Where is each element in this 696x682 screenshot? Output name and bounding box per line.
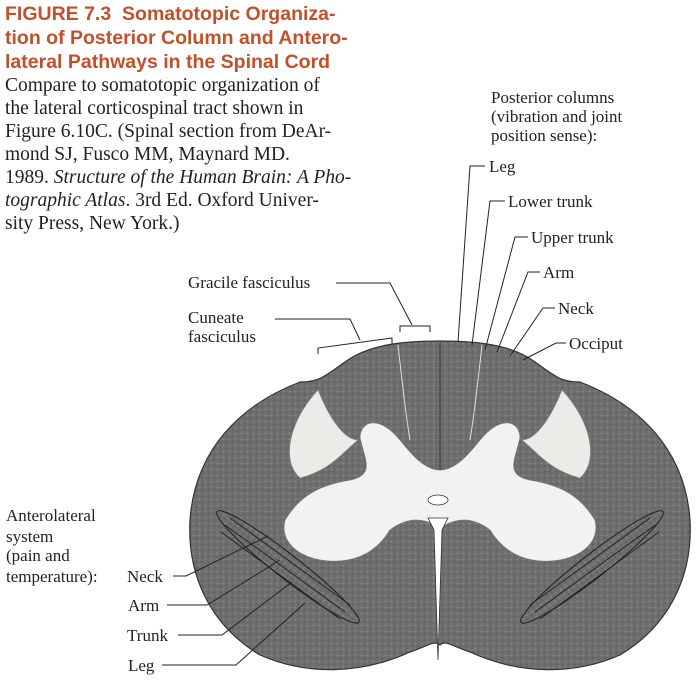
posterior-columns-subtitle-2: position sense): xyxy=(491,126,598,145)
leader-leg xyxy=(457,165,485,343)
caption-line-4: mond SJ, Fusco MM, Maynard MD. xyxy=(5,144,290,165)
leader-gracile xyxy=(336,282,413,326)
posterior-label-neck: Neck xyxy=(558,299,594,318)
central-canal xyxy=(427,494,449,506)
caption-line-5b: Structure of the Human Brain: A Pho- xyxy=(53,167,352,188)
cuneate-label-2: fasciculus xyxy=(188,327,256,346)
anterolateral-leaders xyxy=(162,535,306,666)
anterolateral-title-2: system xyxy=(6,527,54,546)
gracile-cuneate-boundary-right xyxy=(469,344,483,441)
gray-matter-lateral-right xyxy=(521,389,591,479)
caption-line-1: Compare to somatotopic organization of xyxy=(5,75,320,96)
caption-line-6b: . 3rd Ed. Oxford Univer- xyxy=(125,190,319,211)
leader-al-leg xyxy=(162,602,306,666)
bracket-gracile xyxy=(399,325,431,332)
posterior-columns-subtitle-1: (vibration and joint xyxy=(491,107,623,126)
gracile-fasciculus-label: Gracile fasciculus xyxy=(188,273,311,292)
anterolateral-system-right xyxy=(520,510,664,624)
leader-lower-trunk xyxy=(471,200,505,346)
cuneate-label-1: Cuneate xyxy=(188,308,244,327)
posterior-columns-title: Posterior columns xyxy=(491,88,615,107)
leader-cuneate xyxy=(275,318,361,341)
figure-title-line-1: Somatotopic Organiza- xyxy=(122,3,336,25)
figure-caption: FIGURE 7.3 Somatotopic Organiza- tion of… xyxy=(5,2,377,235)
leader-al-trunk xyxy=(178,581,293,636)
anterolateral-title-1: Anterolateral xyxy=(6,506,96,525)
fasciculus-brackets xyxy=(275,282,431,354)
anterolateral-label-arm: Arm xyxy=(128,596,160,615)
caption-line-2: the lateral corticospinal tract shown in xyxy=(5,98,304,119)
leader-al-arm xyxy=(167,559,281,606)
gracile-cuneate-boundary-left xyxy=(397,344,411,441)
gray-matter-lateral-left xyxy=(289,389,359,479)
bracket-cuneate xyxy=(317,337,393,354)
posterior-leaders xyxy=(457,165,566,361)
leader-arm xyxy=(496,271,540,353)
caption-line-7: sity Press, New York.) xyxy=(5,213,180,234)
anterolateral-title-4: temperature): xyxy=(6,567,98,586)
leader-al-neck xyxy=(173,535,269,577)
figure-number: FIGURE 7.3 xyxy=(5,3,112,25)
posterior-label-occiput: Occiput xyxy=(569,334,623,353)
posterior-label-lower-trunk: Lower trunk xyxy=(508,192,593,211)
leader-upper-trunk xyxy=(484,236,528,351)
posterior-label-leg: Leg xyxy=(489,157,516,176)
caption-line-6a: tographic Atlas xyxy=(5,190,126,211)
anterolateral-label-trunk: Trunk xyxy=(127,626,168,645)
anterior-median-fissure xyxy=(427,517,449,661)
anterolateral-title-3: (pain and xyxy=(6,546,70,565)
caption-line-3: Figure 6.10C. (Spinal section from DeAr- xyxy=(5,121,332,142)
leader-neck xyxy=(509,307,555,357)
anterolateral-system-left xyxy=(216,510,360,624)
figure-title-line-3: lateral Pathways in the Spinal Cord xyxy=(5,51,331,73)
posterior-label-upper-trunk: Upper trunk xyxy=(531,228,614,247)
figure-title: FIGURE 7.3 Somatotopic Organiza- tion of… xyxy=(5,2,377,74)
caption-line-5a: 1989. xyxy=(5,167,54,188)
anterolateral-label-neck: Neck xyxy=(127,567,163,586)
figure-description: Compare to somatotopic organization of t… xyxy=(5,74,377,235)
figure-title-line-2: tion of Posterior Column and Antero- xyxy=(5,27,348,49)
anterolateral-label-leg: Leg xyxy=(128,656,155,675)
leader-occiput xyxy=(522,342,566,361)
posterior-label-arm: Arm xyxy=(543,263,575,282)
